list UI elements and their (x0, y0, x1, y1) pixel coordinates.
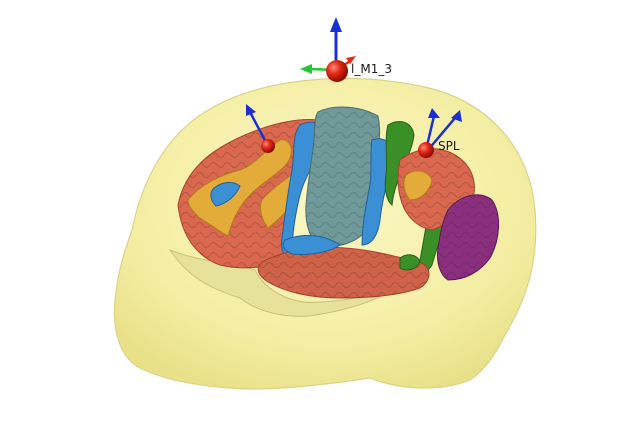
temporal-green-patch (399, 254, 421, 271)
parietal-yellow-gyrus (403, 170, 433, 201)
marker-m1[interactable] (300, 17, 356, 82)
temporal-blue-sulcus (282, 234, 341, 255)
marker-frontal[interactable] (246, 104, 275, 153)
marker-label-m1: l_M1_3 (351, 62, 392, 76)
marker-label-spl: SPL (438, 139, 460, 153)
marker-spl[interactable] (418, 108, 462, 158)
frontal-blue-sulcus (210, 181, 241, 207)
